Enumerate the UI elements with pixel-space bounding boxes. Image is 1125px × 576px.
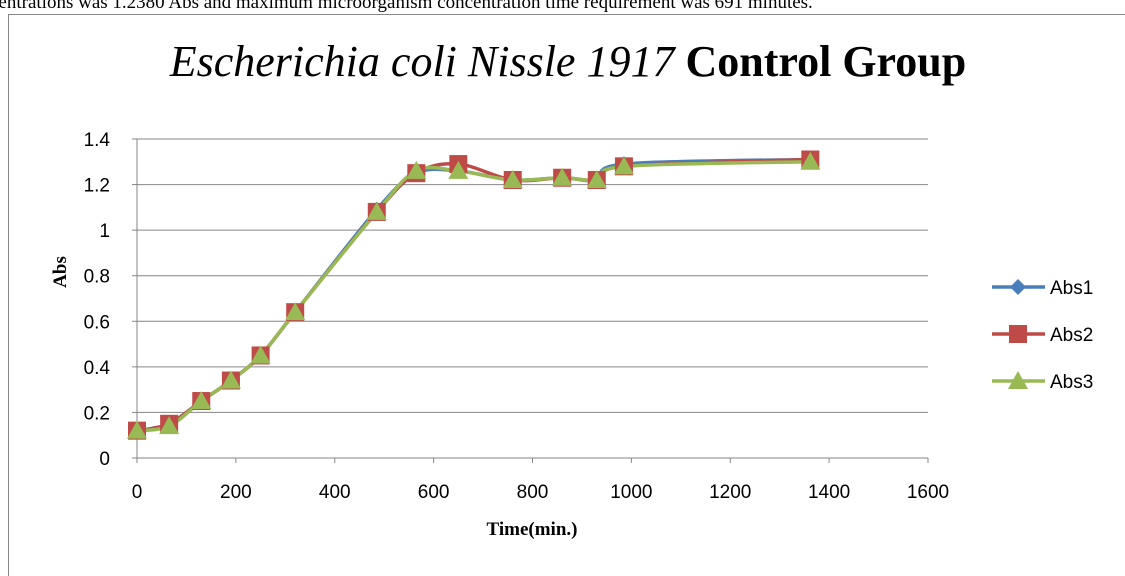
marker: [552, 167, 573, 186]
x-tick-label: 1400: [808, 482, 850, 503]
y-tick-label: 0: [99, 449, 110, 470]
marker: [1009, 325, 1027, 343]
x-axis-label: Time(min.): [487, 519, 578, 540]
document-text: centrations was 1.2380 Abs and maximum m…: [0, 0, 813, 13]
x-tick-label: 1600: [907, 482, 949, 503]
y-tick-label: 0.6: [84, 312, 110, 333]
x-tick-label: 800: [517, 482, 549, 503]
x-tick-label: 400: [319, 482, 351, 503]
series-line: [136, 160, 811, 433]
legend-label: Abs1: [1050, 278, 1093, 299]
chart-title: Escherichia coli Nissle 1917 Control Gro…: [169, 37, 966, 86]
series-line: [136, 157, 811, 433]
marker: [1010, 279, 1026, 295]
y-tick-label: 0.8: [84, 267, 110, 288]
x-tick-label: 600: [418, 482, 450, 503]
marker: [220, 370, 241, 389]
title-plain: Control Group: [685, 37, 966, 86]
series-line: [136, 157, 811, 433]
x-tick-label: 1000: [610, 482, 652, 503]
x-tick-label: 1200: [709, 482, 751, 503]
y-tick-label: 1.2: [84, 176, 110, 197]
marker: [250, 345, 271, 364]
legend-label: Abs3: [1050, 372, 1093, 393]
marker: [502, 170, 523, 189]
y-tick-label: 0.4: [84, 358, 111, 379]
x-tick-label: 0: [132, 482, 143, 503]
y-tick-label: 0.2: [84, 403, 110, 424]
marker: [191, 391, 212, 410]
y-axis-label: Abs: [50, 256, 71, 288]
marker: [406, 160, 427, 179]
y-tick-label: 1: [99, 221, 110, 242]
x-tick-label: 200: [220, 482, 252, 503]
marker: [366, 201, 387, 220]
marker: [613, 156, 634, 175]
marker: [800, 151, 821, 170]
legend-label: Abs2: [1050, 325, 1093, 346]
y-tick-label: 1.4: [84, 130, 111, 151]
marker: [586, 170, 607, 189]
marker: [127, 420, 147, 439]
marker: [285, 302, 306, 321]
title-italic: Escherichia coli Nissle 1917: [169, 37, 677, 86]
marker: [448, 160, 469, 179]
marker: [1008, 371, 1028, 389]
marker: [159, 416, 180, 435]
